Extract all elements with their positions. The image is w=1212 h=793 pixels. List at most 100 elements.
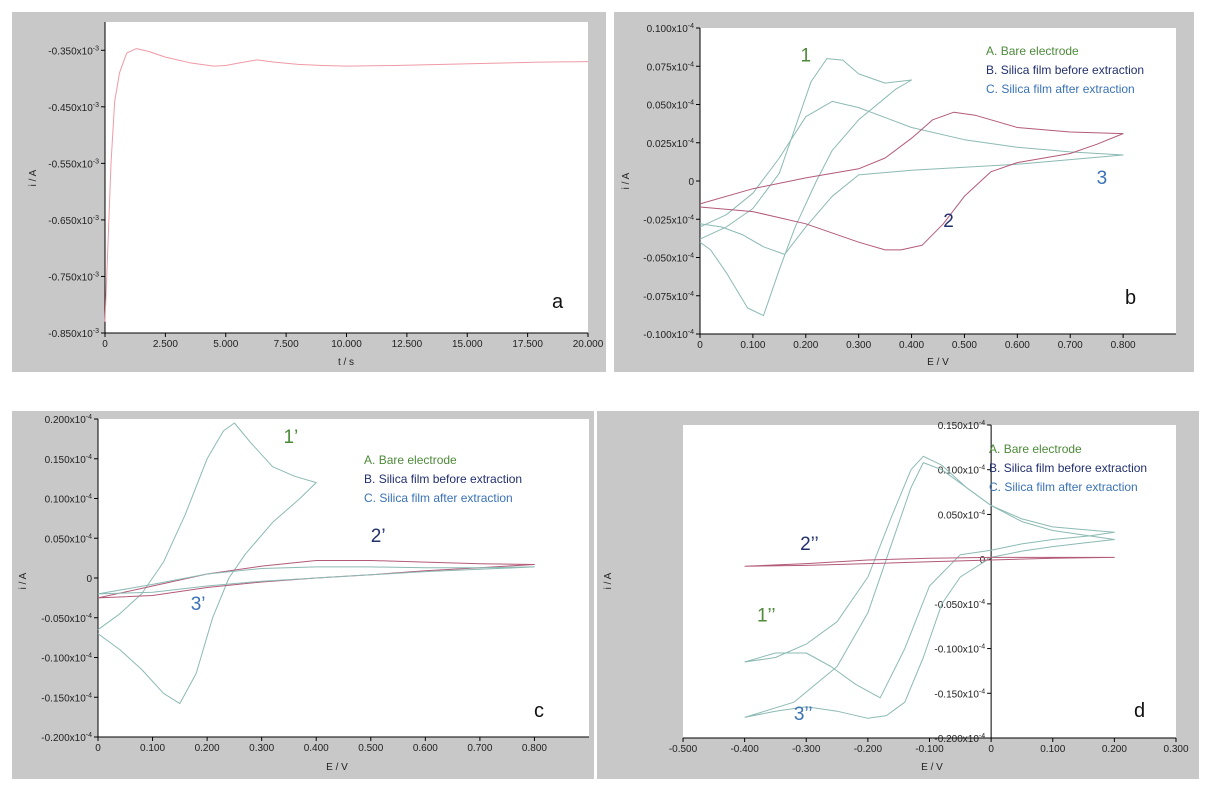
y-tick-label-c-7: -0.150x10-4 xyxy=(41,692,92,704)
panel-letter-c: c xyxy=(534,700,544,722)
legend-c-item-c: C. Silica film after extraction xyxy=(364,491,513,505)
panel-letter-a: a xyxy=(552,291,564,313)
y-tick-label-b-8: -0.100x10-4 xyxy=(643,329,694,341)
series-d-2 xyxy=(744,556,1115,567)
series-d-1 xyxy=(744,462,1115,719)
legend-d-item-a: A. Bare electrode xyxy=(989,442,1082,456)
plot-area-b xyxy=(700,28,1176,334)
x-tick-label-d-0: -0.500 xyxy=(669,744,698,755)
x-tick-label-a-7: 17.500 xyxy=(512,339,543,350)
curve-label-c-0: 1’ xyxy=(283,427,298,448)
x-tick-label-a-4: 10.000 xyxy=(331,339,362,350)
y-tick-label-c-6: -0.100x10-4 xyxy=(41,653,92,665)
y-tick-label-b-3: 0.025x10-4 xyxy=(647,138,694,150)
x-axis-label-a: t / s xyxy=(338,357,354,368)
curve-label-b-1: 2 xyxy=(943,211,954,232)
x-tick-label-b-3: 0.300 xyxy=(846,340,871,351)
curve-label-b-2: 3 xyxy=(1097,168,1108,189)
y-tick-label-a-1: -0.450x10-3 xyxy=(48,102,99,114)
chart-a-marks: 0 2.500 5.000 7.500 10.000 12.500 15.000 17.500… xyxy=(48,22,604,350)
y-tick-label-c-0: 0.200x10-4 xyxy=(45,414,92,426)
legend-d-item-c: C. Silica film after extraction xyxy=(989,480,1138,494)
y-tick-label-b-2: 0.050x10-4 xyxy=(647,100,694,112)
x-tick-label-c-7: 0.700 xyxy=(467,743,492,754)
y-tick-label-b-0: 0.100x10-4 xyxy=(647,23,694,35)
x-tick-label-a-8: 20.000 xyxy=(573,339,604,350)
chart-b-canvas: 0 0.100 0.200 0.300 0.400 0.500 0.600 0.700 0.80… xyxy=(621,23,1176,368)
series-a-0 xyxy=(104,48,589,322)
x-tick-label-d-1: -0.400 xyxy=(730,744,759,755)
y-tick-label-a-3: -0.650x10-3 xyxy=(48,215,99,227)
series-c-2 xyxy=(97,566,535,595)
series-d-0 xyxy=(744,455,1115,699)
x-axis-label-c: E / V xyxy=(326,762,348,773)
x-tick-label-a-5: 12.500 xyxy=(392,339,423,350)
chart-c-canvas: 0 0.100 0.200 0.300 0.400 0.500 0.600 0.700 0.80… xyxy=(18,414,589,773)
x-tick-label-b-0: 0 xyxy=(697,340,703,351)
x-tick-label-b-7: 0.700 xyxy=(1058,340,1083,351)
chart-d-canvas: -0.500 -0.400 -0.300 -0.200 -0.100 0 0.100 0.20… xyxy=(603,420,1189,773)
x-tick-label-d-4: -0.100 xyxy=(915,744,944,755)
x-tick-label-c-6: 0.600 xyxy=(413,743,438,754)
legend-b: A. Bare electrode B. Silica film before … xyxy=(986,44,1144,96)
legend-b-item-c: C. Silica film after extraction xyxy=(986,82,1135,96)
y-tick-label-b-6: -0.050x10-4 xyxy=(643,253,694,265)
y-axis-label-c: i / A xyxy=(18,572,29,589)
series-b-2 xyxy=(699,111,1124,251)
y-axis-label-a: i / A xyxy=(28,169,39,186)
chart-panel-c: 0 0.100 0.200 0.300 0.400 0.500 0.600 0.700 0.80… xyxy=(12,411,594,779)
panel-letter-d: d xyxy=(1134,700,1145,722)
x-tick-label-d-7: 0.200 xyxy=(1102,744,1127,755)
y-tick-label-c-3: 0.050x10-4 xyxy=(45,533,92,545)
y-axis-label-d: i / A xyxy=(603,572,614,589)
x-tick-label-c-1: 0.100 xyxy=(140,743,165,754)
y-tick-label-d-0: 0.150x10-4 xyxy=(938,420,985,432)
plot-area-c xyxy=(98,419,589,737)
x-tick-label-c-3: 0.300 xyxy=(249,743,274,754)
y-tick-label-c-4: 0 xyxy=(86,574,92,585)
x-axis-label-b: E / V xyxy=(927,357,949,368)
x-tick-label-d-3: -0.200 xyxy=(854,744,883,755)
legend-c: A. Bare electrode B. Silica film before … xyxy=(364,453,522,505)
y-tick-label-b-4: 0 xyxy=(688,177,694,188)
curve-label-b-0: 1 xyxy=(800,46,811,67)
y-tick-label-c-1: 0.150x10-4 xyxy=(45,454,92,466)
chart-c-marks: 0 0.100 0.200 0.300 0.400 0.500 0.600 0.700 0.80… xyxy=(41,414,589,754)
x-tick-label-c-0: 0 xyxy=(95,743,101,754)
x-tick-label-b-1: 0.100 xyxy=(740,340,765,351)
legend-c-item-a: A. Bare electrode xyxy=(364,453,457,467)
curve-label-d-2: 3’’ xyxy=(794,704,813,725)
y-tick-label-d-7: -0.200x10-4 xyxy=(934,733,985,745)
y-tick-label-a-4: -0.750x10-3 xyxy=(48,271,99,283)
chart-b-marks: 0 0.100 0.200 0.300 0.400 0.500 0.600 0.700 0.80… xyxy=(643,23,1176,351)
y-tick-label-c-2: 0.100x10-4 xyxy=(45,494,92,506)
x-tick-label-b-5: 0.500 xyxy=(952,340,977,351)
x-tick-label-a-6: 15.000 xyxy=(452,339,483,350)
x-tick-label-a-3: 7.500 xyxy=(274,339,299,350)
plot-area-d xyxy=(683,425,1176,738)
y-tick-label-c-8: -0.200x10-4 xyxy=(41,732,92,744)
y-axis-label-b: i / A xyxy=(621,172,632,189)
y-tick-label-b-7: -0.075x10-4 xyxy=(643,291,694,303)
chart-panel-d: -0.500 -0.400 -0.300 -0.200 -0.100 0 0.100 0.20… xyxy=(597,411,1199,779)
chart-d-marks: -0.500 -0.400 -0.300 -0.200 -0.100 0 0.100 0.20… xyxy=(669,420,1189,755)
chart-panel-b: 0 0.100 0.200 0.300 0.400 0.500 0.600 0.700 0.80… xyxy=(614,12,1194,372)
y-tick-label-d-4: -0.050x10-4 xyxy=(934,599,985,611)
curve-label-c-1: 2’ xyxy=(371,526,386,547)
x-tick-label-c-4: 0.400 xyxy=(304,743,329,754)
y-tick-label-a-2: -0.550x10-3 xyxy=(48,158,99,170)
chart-a-canvas: 0 2.500 5.000 7.500 10.000 12.500 15.000 17.500… xyxy=(28,22,604,368)
y-tick-label-d-6: -0.150x10-4 xyxy=(934,688,985,700)
x-tick-label-b-8: 0.800 xyxy=(1111,340,1136,351)
y-tick-label-b-1: 0.075x10-4 xyxy=(647,61,694,73)
x-tick-label-d-6: 0.100 xyxy=(1040,744,1065,755)
x-tick-label-a-1: 2.500 xyxy=(153,339,178,350)
y-tick-label-d-1: 0.100x10-4 xyxy=(938,465,985,477)
y-tick-label-d-5: -0.100x10-4 xyxy=(934,644,985,656)
legend-d: A. Bare electrode B. Silica film before … xyxy=(989,442,1147,494)
series-c-0 xyxy=(97,422,317,705)
x-tick-label-d-2: -0.300 xyxy=(792,744,821,755)
y-tick-label-d-2: 0.050x10-4 xyxy=(938,509,985,521)
series-c-1 xyxy=(97,560,535,599)
series-b-1 xyxy=(699,100,1124,255)
